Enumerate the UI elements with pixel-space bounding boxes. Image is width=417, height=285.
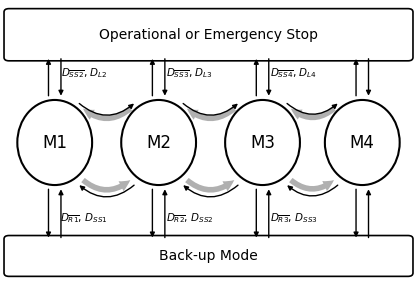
FancyArrowPatch shape: [83, 106, 132, 121]
FancyBboxPatch shape: [4, 9, 413, 61]
Ellipse shape: [325, 100, 399, 185]
FancyArrowPatch shape: [183, 103, 237, 115]
Text: $D_{\overline{SS3}}$, $D_{L3}$: $D_{\overline{SS3}}$, $D_{L3}$: [166, 66, 213, 80]
FancyArrowPatch shape: [79, 103, 133, 115]
FancyBboxPatch shape: [4, 235, 413, 276]
Text: $D_{\overline{SS4}}$, $D_{L4}$: $D_{\overline{SS4}}$, $D_{L4}$: [270, 66, 317, 80]
Text: M3: M3: [250, 133, 275, 152]
FancyArrowPatch shape: [287, 103, 337, 114]
FancyArrowPatch shape: [184, 185, 238, 197]
FancyArrowPatch shape: [291, 106, 336, 120]
Text: M1: M1: [42, 133, 67, 152]
Text: M4: M4: [350, 133, 375, 152]
FancyArrowPatch shape: [80, 185, 134, 197]
FancyArrowPatch shape: [289, 178, 334, 192]
Text: $D_{\overline{SS2}}$, $D_{L2}$: $D_{\overline{SS2}}$, $D_{L2}$: [60, 66, 107, 80]
Text: M2: M2: [146, 133, 171, 152]
Text: Back-up Mode: Back-up Mode: [159, 249, 258, 263]
Text: $D_{\overline{R3}}$, $D_{SS3}$: $D_{\overline{R3}}$, $D_{SS3}$: [270, 211, 318, 225]
FancyArrowPatch shape: [81, 178, 131, 193]
Ellipse shape: [225, 100, 300, 185]
FancyArrowPatch shape: [288, 185, 338, 196]
Ellipse shape: [18, 100, 92, 185]
FancyArrowPatch shape: [187, 106, 236, 121]
Text: $D_{\overline{R2}}$, $D_{SS2}$: $D_{\overline{R2}}$, $D_{SS2}$: [166, 211, 214, 225]
FancyArrowPatch shape: [185, 178, 234, 193]
Text: $D_{\overline{R1}}$, $D_{SS1}$: $D_{\overline{R1}}$, $D_{SS1}$: [60, 211, 108, 225]
Text: Operational or Emergency Stop: Operational or Emergency Stop: [99, 28, 318, 42]
Ellipse shape: [121, 100, 196, 185]
